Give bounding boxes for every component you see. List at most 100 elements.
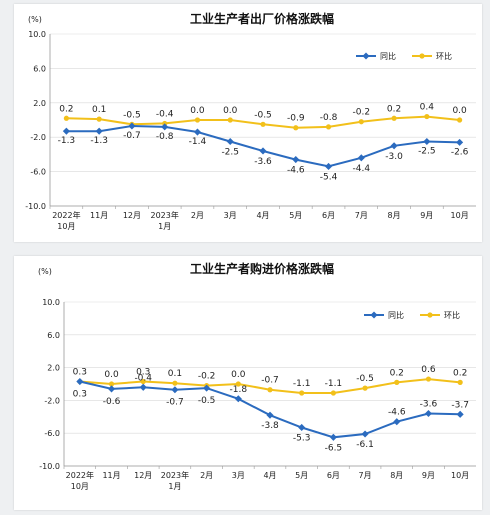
- output-yoy-data-label: -0.8: [156, 132, 174, 142]
- purchase-mom-data-label: 0.1: [168, 369, 182, 379]
- output-legend: 同比 环比: [356, 51, 452, 61]
- output-mom-data-label: 0.2: [387, 104, 401, 114]
- purchase-yoy-data-label: -0.6: [103, 397, 121, 407]
- output-yoy-data-label: -4.6: [287, 166, 305, 176]
- output-yoy-point: [226, 137, 234, 146]
- purchase-yoy-data-label: -6.5: [325, 443, 343, 453]
- purchase-yoy-point: [266, 411, 274, 419]
- output-mom-point: [63, 115, 69, 121]
- purchase-mom-point: [330, 390, 336, 396]
- purchase-mom-point: [140, 378, 146, 385]
- output-mom-data-label: 0.4: [420, 103, 435, 113]
- output-mom-data-label: -0.2: [353, 108, 371, 118]
- purchase-mom-point: [108, 381, 115, 387]
- output-x-tick-label: 2022年: [52, 210, 80, 220]
- output-y-tick-label: 10.0: [28, 30, 46, 39]
- output-yoy-data-label: -3.0: [385, 152, 403, 162]
- output-yoy-data-label: -2.5: [221, 148, 239, 158]
- purchase-mom-point: [235, 381, 241, 387]
- purchase-mom-point: [172, 380, 178, 386]
- output-mom-data-label: -0.5: [254, 110, 272, 120]
- purchase-mom-data-label: 0.3: [136, 368, 150, 378]
- output-mom-data-label: -0.9: [287, 114, 305, 124]
- purchase-y-tick-label: -10.0: [39, 462, 60, 471]
- purchase-yoy-point: [139, 383, 147, 391]
- output-yoy-data-label: -0.7: [123, 131, 141, 141]
- output-yoy-point: [456, 138, 464, 146]
- purchase-price-chart: 工业生产者购进价格涨跌幅 (%) 10.0 6.0 2.0 -2.0 -6.0 -10.0 20…: [38, 261, 476, 491]
- purchase-yoy-data-label: -0.7: [166, 398, 184, 408]
- purchase-x-tick-label: 2月: [200, 471, 213, 480]
- purchase-legend: 同比 环比: [364, 310, 460, 320]
- purchase-yoy-point: [76, 378, 84, 386]
- purchase-mom-data-label: -1.1: [325, 379, 343, 389]
- output-yoy-data-label: -1.3: [90, 136, 108, 146]
- output-yoy-data-label: -2.6: [451, 147, 469, 157]
- output-mom-point: [227, 117, 233, 123]
- purchase-x-tick-label: 9月: [422, 471, 435, 480]
- output-yoy-point: [423, 137, 431, 146]
- output-legend-yoy-label: 同比: [380, 51, 396, 61]
- output-y-tick-label: 2.0: [33, 99, 46, 108]
- output-mom-data-label: 0.0: [452, 106, 467, 116]
- output-yoy-point: [95, 127, 103, 135]
- purchase-y-tick-label: 10.0: [42, 298, 60, 307]
- output-y-tick-label: -6.0: [30, 168, 46, 177]
- purchase-x-tick-label: 4月: [263, 471, 276, 480]
- purchase-mom-data-label: 0.2: [453, 368, 467, 378]
- output-yoy-data-label: -4.4: [353, 164, 371, 174]
- purchase-legend-mom-label: 环比: [444, 310, 460, 320]
- output-x-tick-label: 10月: [57, 222, 75, 231]
- output-x-tick-label: 10月: [451, 211, 469, 220]
- output-mom-point: [391, 115, 397, 121]
- purchase-yoy-point: [203, 384, 211, 392]
- output-x-tick-label: 3月: [224, 211, 237, 220]
- purchase-yoy-point: [108, 385, 116, 393]
- output-x-tick-label: 1月: [158, 222, 171, 231]
- output-legend-mom-label: 环比: [436, 51, 452, 61]
- purchase-mom-point: [457, 379, 463, 385]
- output-y-tick-label: -2.0: [30, 133, 46, 142]
- output-legend-yoy-marker: [362, 52, 370, 60]
- output-yoy-point: [161, 123, 169, 131]
- output-yoy-point: [128, 122, 136, 130]
- output-yoy-data-label: -1.3: [58, 136, 76, 146]
- output-mom-point: [194, 117, 201, 123]
- purchase-chart-title: 工业生产者购进价格涨跌幅: [190, 261, 334, 276]
- purchase-x-tick-label: 10月: [451, 471, 469, 480]
- purchase-yoy-data-label: -1.8: [230, 385, 248, 395]
- output-price-chart: 工业生产者出厂价格涨跌幅 (%) 10.0 6.0 2.0 -2.0 -6.0 -10.0 20…: [25, 11, 476, 231]
- purchase-mom-point: [267, 387, 273, 393]
- output-yoy-point: [390, 142, 398, 150]
- output-mom-data-label: -0.8: [320, 113, 338, 123]
- purchase-yoy-point: [456, 410, 464, 418]
- purchase-yoy-data-label: -5.3: [293, 433, 311, 443]
- purchase-mom-data-label: 0.3: [73, 368, 87, 378]
- purchase-mom-data-label: -0.7: [261, 376, 279, 386]
- output-yoy-point: [62, 127, 70, 135]
- purchase-yoy-point: [171, 386, 179, 394]
- purchase-y-tick-label: 2.0: [47, 364, 60, 373]
- purchase-yoy-point: [393, 418, 401, 426]
- purchase-mom-data-label: -0.2: [198, 372, 216, 382]
- output-x-tick-label: 12月: [123, 211, 141, 220]
- chart-panel-purchase-prices: 工业生产者购进价格涨跌幅 (%) 10.0 6.0 2.0 -2.0 -6.0 -10.0 20…: [14, 256, 482, 510]
- output-x-tick-label: 8月: [388, 211, 401, 220]
- output-mom-data-label: -0.4: [156, 109, 174, 119]
- purchase-yoy-data-label: -0.5: [198, 396, 216, 406]
- output-yoy-point: [292, 156, 300, 164]
- purchase-yoy-data-label: -4.6: [388, 408, 406, 418]
- purchase-x-tick-label: 10月: [71, 482, 89, 491]
- output-x-tick-label: 2月: [191, 211, 204, 220]
- purchase-yoy-data-label: -3.8: [261, 421, 279, 431]
- output-x-tick-label: 4月: [256, 211, 269, 220]
- output-yoy-point: [193, 128, 201, 136]
- output-mom-point: [96, 116, 102, 122]
- output-mom-point: [358, 119, 364, 125]
- output-x-tick-label: 9月: [420, 211, 433, 220]
- purchase-mom-data-label: -1.1: [293, 379, 311, 389]
- purchase-unit-label: (%): [38, 267, 52, 276]
- output-mom-point: [260, 121, 266, 127]
- output-unit-label: (%): [28, 15, 42, 24]
- purchase-yoy-data-label: -0.4: [134, 373, 152, 383]
